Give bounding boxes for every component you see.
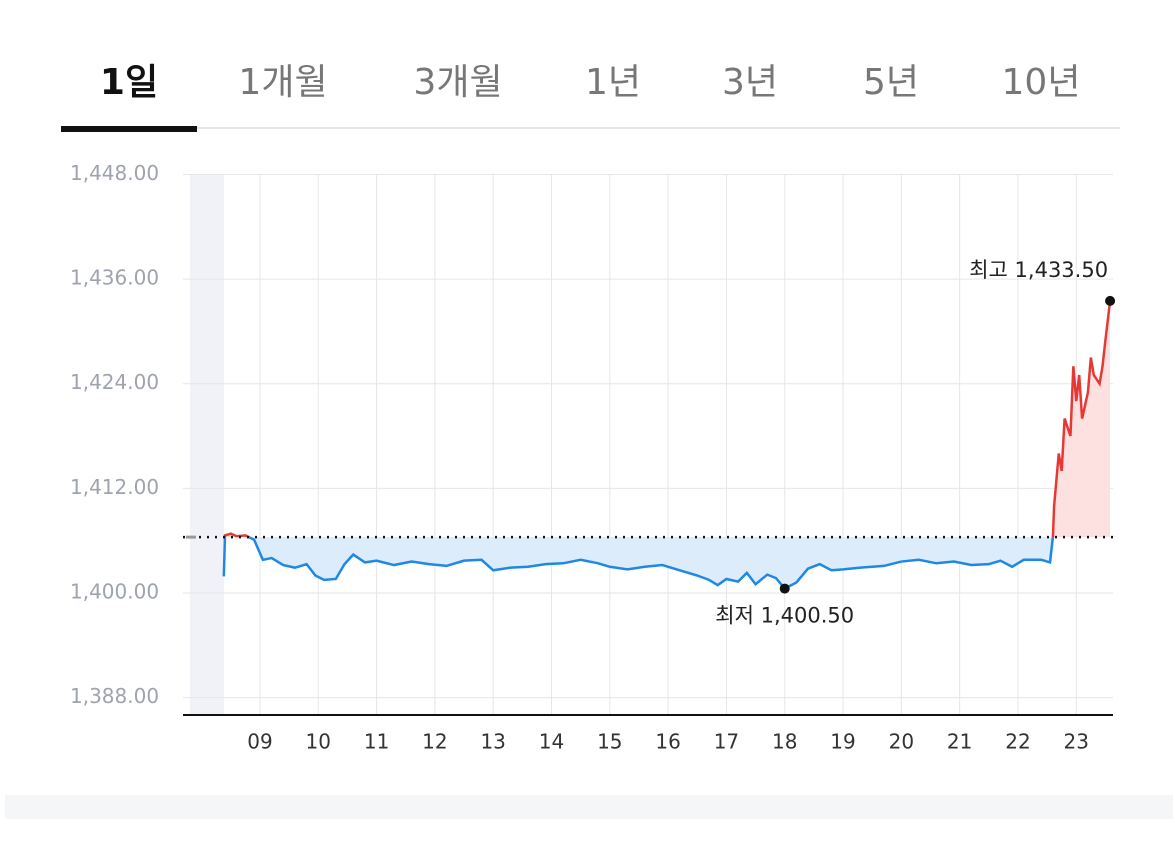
x-tick-label: 21 (947, 730, 972, 754)
bottom-band (5, 795, 1173, 819)
tab[interactable]: 5년 (863, 62, 919, 103)
x-tick-label: 17 (714, 730, 739, 754)
tab[interactable]: 3개월 (413, 62, 502, 103)
x-tick-label: 15 (597, 730, 622, 754)
price-line (222, 537, 1055, 591)
premarket-band (190, 175, 224, 715)
extreme-label: 최고 1,433.50 (969, 258, 1108, 282)
x-tick-label: 18 (772, 730, 797, 754)
price-line (223, 300, 1112, 538)
y-tick-label: 1,448.00 (70, 161, 159, 185)
tab[interactable]: 3년 (722, 62, 778, 103)
x-tick-label: 10 (306, 730, 331, 754)
extreme-label: 최저 1,400.50 (715, 604, 854, 628)
x-tick-label: 09 (247, 730, 272, 754)
x-tick-label: 14 (539, 730, 564, 754)
tab-underline (61, 126, 197, 132)
y-tick-label: 1,424.00 (70, 370, 159, 394)
extreme-marker (779, 583, 790, 594)
y-tick-label: 1,412.00 (70, 475, 159, 499)
area (223, 537, 1111, 589)
x-tick-label: 23 (1064, 730, 1089, 754)
x-tick-label: 12 (422, 730, 447, 754)
y-tick-label: 1,388.00 (70, 684, 159, 708)
extreme-marker (1105, 295, 1116, 306)
y-tick-label: 1,436.00 (70, 266, 159, 290)
tab[interactable]: 1개월 (238, 62, 327, 103)
x-tick-label: 13 (480, 730, 505, 754)
x-tick-label: 11 (364, 730, 389, 754)
tab[interactable]: 10년 (1002, 62, 1081, 103)
tab[interactable]: 1년 (585, 62, 641, 103)
x-tick-label: 20 (889, 730, 914, 754)
x-tick-label: 19 (830, 730, 855, 754)
x-tick-label: 22 (1005, 730, 1030, 754)
tab[interactable]: 1일 (100, 62, 158, 103)
y-tick-label: 1,400.00 (70, 579, 159, 603)
x-tick-label: 16 (655, 730, 680, 754)
